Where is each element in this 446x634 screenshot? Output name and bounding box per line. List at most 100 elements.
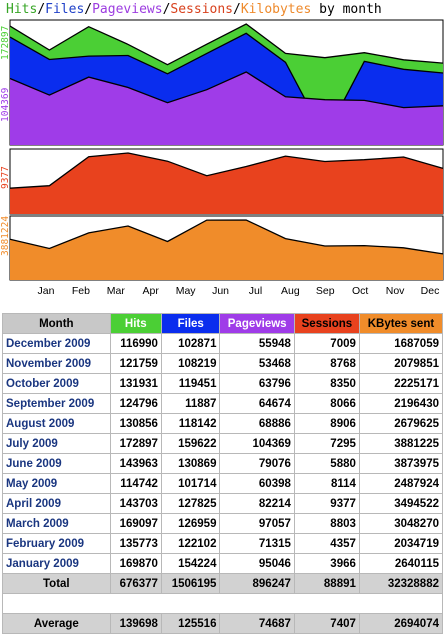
line-kilobytes bbox=[9, 219, 444, 255]
cell-month: March 2009 bbox=[2, 513, 111, 534]
col-header-files: Files bbox=[160, 313, 221, 334]
y-axis-label: 3881224 bbox=[0, 216, 11, 256]
line-hits bbox=[9, 23, 444, 66]
cell-kbytes: 3881225 bbox=[358, 433, 444, 454]
cell-kbytes: 2487924 bbox=[358, 473, 444, 494]
table-row: March 2009 169097 126959 97057 8803 3048270 bbox=[2, 513, 444, 534]
x-tick-label: Jan bbox=[38, 285, 55, 297]
x-tick-label: Sep bbox=[316, 285, 335, 297]
title-part: / bbox=[162, 2, 171, 17]
cell-files: 154224 bbox=[160, 553, 221, 574]
cell-files: 126959 bbox=[160, 513, 221, 534]
monthly-stats-table: Month Hits Files Pageviews Sessions KByt… bbox=[2, 313, 444, 634]
line-sessions bbox=[9, 152, 444, 189]
cell-hits: 116990 bbox=[109, 333, 162, 354]
cell-month: May 2009 bbox=[2, 473, 111, 494]
area-sessions bbox=[10, 153, 443, 214]
cell-files: 118142 bbox=[160, 413, 221, 434]
cell-kbytes: 2079851 bbox=[358, 353, 444, 374]
table-row: November 2009 121759 108219 53468 8768 207985… bbox=[2, 353, 444, 374]
cell-files: 11887 bbox=[160, 393, 221, 414]
area-kilobytes bbox=[10, 220, 443, 280]
cell-sessions: 7009 bbox=[293, 333, 360, 354]
col-header-pageviews: Pageviews bbox=[219, 313, 295, 334]
x-tick-label: Nov bbox=[386, 285, 405, 297]
col-header-sessions: Sessions bbox=[293, 313, 360, 334]
table-row: June 2009 143963 130869 79076 5880 3873975 bbox=[2, 453, 444, 474]
x-tick-label: Feb bbox=[72, 285, 90, 297]
line-pageviews bbox=[9, 71, 444, 109]
cell-pageviews: 55948 bbox=[219, 333, 295, 354]
cell-pageviews: 53468 bbox=[219, 353, 295, 374]
cell-kbytes: 1687059 bbox=[358, 333, 444, 354]
title-part: / bbox=[37, 2, 46, 17]
cell-pageviews: 68886 bbox=[219, 413, 295, 434]
average-kbytes: 2694074 bbox=[358, 613, 444, 634]
table-row: January 2009 169870 154224 95046 3966 2640115 bbox=[2, 553, 444, 574]
cell-hits: 169097 bbox=[109, 513, 162, 534]
cell-hits: 124796 bbox=[109, 393, 162, 414]
total-sessions: 88891 bbox=[293, 573, 360, 594]
x-tick-label: Aug bbox=[281, 285, 300, 297]
title-part: Hits bbox=[6, 2, 38, 17]
cell-month: April 2009 bbox=[2, 493, 111, 514]
cell-files: 102871 bbox=[160, 333, 221, 354]
average-sessions: 7407 bbox=[293, 613, 360, 634]
cell-month: September 2009 bbox=[2, 393, 111, 414]
monthly-stats-chart: 172897 104369 9377 3881224 Jan Feb Mar Apr May J… bbox=[0, 19, 444, 297]
y-axis-label: 104369 bbox=[0, 87, 11, 122]
x-tick-label: May bbox=[176, 285, 197, 297]
x-tick-label: Jul bbox=[249, 285, 262, 297]
table-row: December 2009 116990 102871 55948 7009 168705… bbox=[2, 333, 444, 354]
cell-kbytes: 3048270 bbox=[358, 513, 444, 534]
cell-pageviews: 104369 bbox=[219, 433, 295, 454]
line-files bbox=[9, 32, 444, 139]
cell-month: January 2009 bbox=[2, 553, 111, 574]
table-header-row: Month Hits Files Pageviews Sessions KByt… bbox=[2, 313, 444, 334]
cell-sessions: 4357 bbox=[293, 533, 360, 554]
x-tick-label: Oct bbox=[352, 285, 368, 297]
cell-files: 119451 bbox=[160, 373, 221, 394]
y-axis-label: 9377 bbox=[0, 166, 11, 189]
average-row: Average 139698 125516 74687 7407 2694074 bbox=[2, 613, 444, 634]
title-part: Kilobytes bbox=[240, 2, 312, 17]
cell-sessions: 8066 bbox=[293, 393, 360, 414]
x-tick-label: Mar bbox=[107, 285, 126, 297]
cell-kbytes: 2225171 bbox=[358, 373, 444, 394]
cell-sessions: 3966 bbox=[293, 553, 360, 574]
total-files: 1506195 bbox=[160, 573, 221, 594]
cell-files: 159622 bbox=[160, 433, 221, 454]
cell-pageviews: 79076 bbox=[219, 453, 295, 474]
cell-kbytes: 2034719 bbox=[358, 533, 444, 554]
title-part: / bbox=[233, 2, 241, 17]
table-row: September 2009 124796 11887 64674 8066 219643… bbox=[2, 393, 444, 414]
x-tick-label: Jun bbox=[212, 285, 229, 297]
cell-month: October 2009 bbox=[2, 373, 111, 394]
title-part: Pageviews bbox=[92, 2, 163, 17]
average-pageviews: 74687 bbox=[219, 613, 295, 634]
cell-kbytes: 3873975 bbox=[358, 453, 444, 474]
cell-hits: 121759 bbox=[109, 353, 162, 374]
average-hits: 139698 bbox=[109, 613, 162, 634]
average-files: 125516 bbox=[160, 613, 221, 634]
cell-hits: 135773 bbox=[109, 533, 162, 554]
cell-sessions: 7295 bbox=[293, 433, 360, 454]
x-tick-label: Dec bbox=[421, 285, 440, 297]
cell-pageviews: 64674 bbox=[219, 393, 295, 414]
title-part: by month bbox=[311, 2, 382, 17]
cell-kbytes: 3494522 bbox=[358, 493, 444, 514]
cell-pageviews: 71315 bbox=[219, 533, 295, 554]
cell-kbytes: 2679625 bbox=[358, 413, 444, 434]
cell-kbytes: 2196430 bbox=[358, 393, 444, 414]
cell-hits: 143703 bbox=[109, 493, 162, 514]
total-pageviews: 896247 bbox=[219, 573, 295, 594]
table-row: May 2009 114742 101714 60398 8114 2487924 bbox=[2, 473, 444, 494]
cell-hits: 131931 bbox=[109, 373, 162, 394]
cell-sessions: 8906 bbox=[293, 413, 360, 434]
title-part: / bbox=[84, 2, 93, 17]
table-row: October 2009 131931 119451 63796 8350 2225171 bbox=[2, 373, 444, 394]
area-pageviews bbox=[10, 72, 443, 145]
cell-month: December 2009 bbox=[2, 333, 111, 354]
cell-files: 127825 bbox=[160, 493, 221, 514]
cell-month: July 2009 bbox=[2, 433, 111, 454]
